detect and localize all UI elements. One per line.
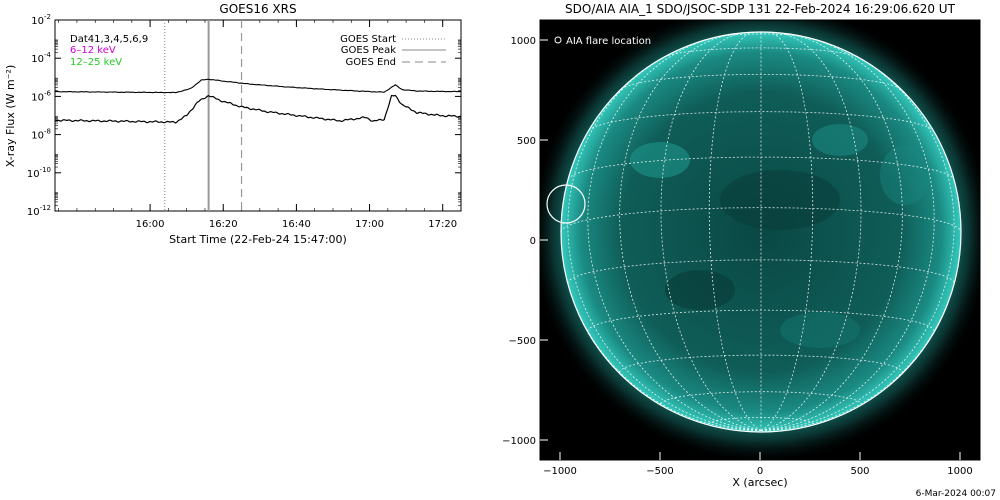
goes-series-lines bbox=[55, 78, 461, 124]
goes-x-tick-label: 17:00 bbox=[355, 219, 384, 230]
goes-y-tick-label: 10-10 bbox=[27, 166, 51, 180]
grid-parallel bbox=[619, 354, 903, 373]
goes-series-6-12-kev bbox=[55, 78, 461, 94]
goes-title: GOES16 XRS bbox=[219, 2, 296, 16]
grid-meridian bbox=[760, 32, 862, 431]
aia-title: SDO/AIA AIA_1 SDO/JSOC-SDP 131 22-Feb-20… bbox=[565, 2, 956, 16]
legend-goes-end: GOES End bbox=[346, 57, 396, 68]
solar-limb bbox=[560, 31, 962, 433]
grid-parallel bbox=[567, 259, 955, 284]
legend-goes-start: GOES Start bbox=[340, 34, 396, 45]
grid-parallel bbox=[621, 74, 901, 90]
grid-meridian bbox=[660, 32, 762, 431]
legend-12-25-kev: 12–25 keV bbox=[70, 57, 122, 68]
legend-goes-peak: GOES Peak bbox=[341, 45, 396, 56]
grid-meridian bbox=[760, 36, 935, 431]
grid-meridian bbox=[619, 33, 762, 431]
aia-flare-location-marker bbox=[546, 184, 586, 224]
flare-legend-marker bbox=[554, 36, 562, 44]
legend-dat-label: Dat41,3,4,5,6,9 bbox=[70, 34, 148, 45]
legend-6-12-kev: 6–12 keV bbox=[70, 45, 116, 56]
grid-meridian bbox=[760, 33, 903, 431]
goes-x-axis: 16:00 16:20 16:40 17:00 17:20 bbox=[58, 20, 462, 230]
solar-features bbox=[630, 124, 930, 348]
goes-x-tick-label: 16:20 bbox=[209, 219, 238, 230]
goes-event-lines bbox=[164, 20, 243, 211]
aia-y-axis: −1000 −500 0 500 1000 bbox=[502, 36, 548, 447]
goes-x-tick-label: 17:20 bbox=[428, 219, 457, 230]
solar-disk bbox=[561, 32, 961, 432]
goes-y-tick-label: 10-12 bbox=[27, 204, 51, 218]
goes-x-label: Start Time (22-Feb-24 15:47:00) bbox=[169, 233, 347, 246]
aia-y-tick-label: −500 bbox=[509, 336, 536, 347]
grid-parallel bbox=[561, 207, 961, 233]
aia-x-tick-label: 0 bbox=[757, 466, 763, 477]
grid-parallel bbox=[664, 47, 858, 58]
grid-meridian bbox=[708, 32, 762, 431]
heliographic-grid bbox=[561, 32, 961, 431]
aia-y-tick-label: 500 bbox=[517, 136, 536, 147]
grid-parallel bbox=[587, 309, 935, 332]
goes-series-12-25-kev bbox=[55, 94, 461, 124]
goes-y-tick-label: 10-4 bbox=[31, 51, 51, 65]
aia-flare-markers bbox=[546, 184, 586, 224]
goes-y-label: X-ray Flux (W m⁻²) bbox=[4, 65, 17, 167]
aia-y-tick-label: 0 bbox=[530, 236, 536, 247]
aia-x-tick-label: −1000 bbox=[543, 466, 577, 477]
plot-date-footer: 6-Mar-2024 00:07 bbox=[916, 489, 996, 499]
goes-plot-frame bbox=[54, 19, 462, 212]
goes-y-tick-label: 10-2 bbox=[31, 13, 51, 27]
aia-x-tick-label: 500 bbox=[850, 466, 869, 477]
grid-meridian bbox=[587, 36, 762, 431]
aia-y-tick-label: 1000 bbox=[511, 36, 536, 47]
grid-parallel bbox=[660, 391, 862, 404]
grid-parallel bbox=[708, 416, 814, 424]
aia-x-axis: −1000 −500 0 500 1000 bbox=[543, 452, 973, 477]
flare-legend-label: AIA flare location bbox=[566, 36, 651, 47]
aia-x-tick-label: −500 bbox=[646, 466, 673, 477]
goes-y-tick-label: 10-8 bbox=[31, 128, 51, 142]
goes-y-tick-label: 10-6 bbox=[31, 89, 51, 103]
aia-solar-image bbox=[540, 20, 980, 460]
goes-xrs-panel: GOES16 XRS 10-12 10-10 10-8 10-6 10-4 10-2 16… bbox=[4, 2, 462, 246]
aia-image-panel: SDO/AIA AIA_1 SDO/JSOC-SDP 131 22-Feb-20… bbox=[502, 2, 996, 499]
grid-parallel bbox=[716, 33, 806, 38]
goes-x-tick-label: 16:40 bbox=[282, 219, 311, 230]
aia-y-tick-label: −1000 bbox=[502, 436, 536, 447]
grid-parallel bbox=[567, 156, 955, 180]
aia-x-tick-label: 1000 bbox=[947, 466, 972, 477]
goes-x-tick-label: 16:00 bbox=[136, 219, 165, 230]
aia-x-label: X (arcsec) bbox=[732, 476, 787, 489]
grid-meridian bbox=[760, 32, 814, 431]
